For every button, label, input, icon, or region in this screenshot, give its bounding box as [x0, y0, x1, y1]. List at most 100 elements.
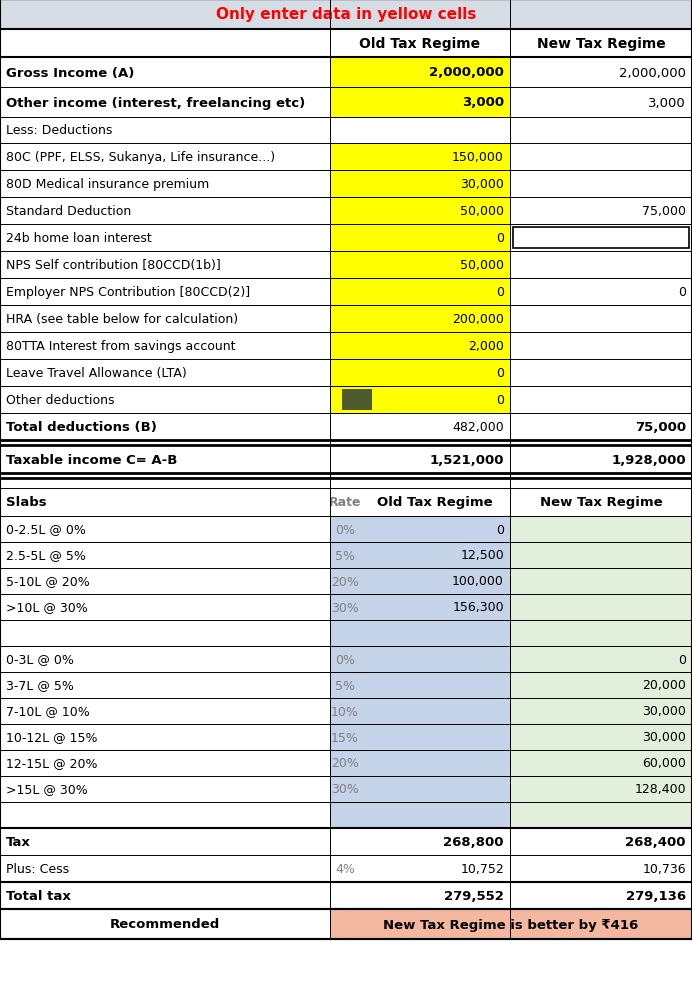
Text: 50,000: 50,000: [460, 205, 504, 218]
Text: 0: 0: [496, 523, 504, 536]
Text: 0: 0: [496, 367, 504, 379]
Text: 0: 0: [496, 393, 504, 406]
Bar: [342, 389, 372, 410]
Text: 482,000: 482,000: [453, 420, 504, 433]
Text: 30%: 30%: [331, 601, 359, 614]
Bar: [510, 517, 692, 543]
Bar: [510, 118, 692, 143]
Text: 0: 0: [678, 286, 686, 299]
Text: 20%: 20%: [331, 756, 359, 769]
Bar: [513, 228, 689, 249]
Bar: [0, 478, 330, 488]
Bar: [0, 909, 330, 939]
Text: New Tax Regime: New Tax Regime: [536, 37, 666, 51]
Text: 4%: 4%: [335, 863, 355, 876]
Text: 2,000,000: 2,000,000: [429, 66, 504, 79]
Bar: [0, 882, 330, 909]
Text: 0%: 0%: [335, 523, 355, 536]
Bar: [510, 478, 692, 488]
Text: 0: 0: [678, 653, 686, 666]
Bar: [0, 672, 330, 698]
Text: 12,500: 12,500: [460, 549, 504, 562]
Bar: [0, 118, 330, 143]
Text: 0: 0: [496, 286, 504, 299]
Bar: [0, 750, 330, 776]
Bar: [510, 569, 692, 595]
Bar: [330, 143, 510, 171]
Bar: [0, 143, 330, 171]
Text: New Tax Regime: New Tax Regime: [540, 496, 662, 509]
Text: 268,400: 268,400: [626, 835, 686, 849]
Text: 80C (PPF, ELSS, Sukanya, Life insurance...): 80C (PPF, ELSS, Sukanya, Life insurance.…: [6, 150, 275, 163]
Text: 12-15L @ 20%: 12-15L @ 20%: [6, 756, 98, 769]
Bar: [330, 171, 510, 198]
Bar: [330, 225, 510, 252]
Text: 0%: 0%: [335, 653, 355, 666]
Text: Tax: Tax: [6, 835, 31, 849]
Bar: [510, 856, 692, 882]
Bar: [0, 58, 330, 88]
Text: 80TTA Interest from savings account: 80TTA Interest from savings account: [6, 340, 235, 353]
Text: 0-3L @ 0%: 0-3L @ 0%: [6, 653, 74, 666]
Bar: [510, 279, 692, 306]
Text: 20%: 20%: [331, 575, 359, 588]
Bar: [510, 306, 692, 333]
Bar: [330, 413, 510, 440]
Bar: [510, 882, 692, 909]
Bar: [330, 569, 510, 595]
Text: 3-7L @ 5%: 3-7L @ 5%: [6, 679, 74, 692]
Text: 5-10L @ 20%: 5-10L @ 20%: [6, 575, 90, 588]
Text: Other income (interest, freelancing etc): Other income (interest, freelancing etc): [6, 96, 305, 109]
Bar: [0, 225, 330, 252]
Text: New Tax Regime is better by ₹416: New Tax Regime is better by ₹416: [383, 918, 639, 931]
Bar: [510, 30, 692, 58]
Bar: [330, 621, 510, 646]
Bar: [0, 724, 330, 750]
Text: 0-2.5L @ 0%: 0-2.5L @ 0%: [6, 523, 86, 536]
Bar: [0, 198, 330, 225]
Text: Less: Deductions: Less: Deductions: [6, 124, 112, 137]
Bar: [330, 724, 510, 750]
Bar: [510, 225, 692, 252]
Text: Old Tax Regime: Old Tax Regime: [359, 37, 480, 51]
Bar: [330, 306, 510, 333]
Bar: [510, 386, 692, 413]
Bar: [330, 198, 510, 225]
Bar: [330, 802, 510, 828]
Bar: [510, 595, 692, 621]
Bar: [510, 413, 692, 440]
Text: 7-10L @ 10%: 7-10L @ 10%: [6, 705, 90, 718]
Text: 30%: 30%: [331, 782, 359, 795]
Bar: [0, 543, 330, 569]
Text: Total tax: Total tax: [6, 889, 71, 902]
Bar: [510, 143, 692, 171]
Bar: [0, 595, 330, 621]
Bar: [330, 386, 510, 413]
Text: 10-12L @ 15%: 10-12L @ 15%: [6, 731, 98, 744]
Text: 100,000: 100,000: [452, 575, 504, 588]
Bar: [0, 252, 330, 279]
Bar: [510, 333, 692, 360]
Bar: [510, 88, 692, 118]
Text: 2,000,000: 2,000,000: [619, 66, 686, 79]
Bar: [0, 306, 330, 333]
Bar: [330, 118, 510, 143]
Bar: [0, 445, 330, 473]
Text: 50,000: 50,000: [460, 259, 504, 272]
Bar: [510, 672, 692, 698]
Bar: [330, 646, 510, 672]
Bar: [510, 776, 692, 802]
Bar: [510, 909, 692, 939]
Bar: [330, 58, 510, 88]
Text: 5%: 5%: [335, 679, 355, 692]
Bar: [0, 646, 330, 672]
Text: NPS Self contribution [80CCD(1b)]: NPS Self contribution [80CCD(1b)]: [6, 259, 221, 272]
Text: 80D Medical insurance premium: 80D Medical insurance premium: [6, 178, 209, 191]
Text: 156,300: 156,300: [453, 601, 504, 614]
Bar: [330, 517, 510, 543]
Bar: [510, 488, 692, 517]
Bar: [0, 776, 330, 802]
Text: 128,400: 128,400: [635, 782, 686, 795]
Bar: [510, 58, 692, 88]
Bar: [330, 333, 510, 360]
